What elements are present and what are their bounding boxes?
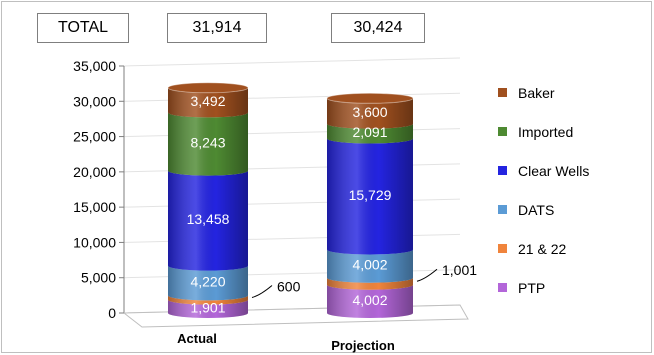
legend-item: Clear Wells xyxy=(498,163,589,179)
y-axis-ticks: 0 5,000 10,000 15,000 20,000 25,000 30,000 35,0… xyxy=(73,58,124,321)
bar-segment-shading xyxy=(327,138,413,255)
legend-label: 21 & 22 xyxy=(518,241,566,257)
bar-segment-shading xyxy=(327,284,413,318)
y-tick-label: 25,000 xyxy=(73,129,116,145)
bar-segment-shading xyxy=(168,112,248,176)
data-label: 4,002 xyxy=(352,292,387,308)
bar-segment-shading xyxy=(327,249,413,283)
bar-segment xyxy=(327,284,413,318)
bar-segment xyxy=(327,138,413,255)
category-label: Actual xyxy=(177,331,217,346)
legend-label: Baker xyxy=(518,85,555,101)
bar-segment-shading xyxy=(327,277,413,290)
data-label: 600 xyxy=(277,278,301,294)
legend: Baker Imported Clear Wells DATS 21 & 22 PTP xyxy=(498,85,589,296)
bar-segment xyxy=(168,299,248,318)
bar-segment xyxy=(327,123,413,144)
bar-segment-shading xyxy=(168,265,248,301)
y-tick-label: 20,000 xyxy=(73,164,116,180)
y-tick-label: 15,000 xyxy=(73,199,116,215)
total-projection-box: 30,424 xyxy=(331,13,425,43)
leader-line xyxy=(251,285,273,298)
bar-segment xyxy=(326,92,414,129)
data-label: 3,600 xyxy=(352,104,387,120)
bar-segment-shading xyxy=(168,295,248,305)
bar-segment xyxy=(167,82,249,118)
chart-bars xyxy=(167,82,414,318)
y-tick-label: 10,000 xyxy=(73,234,116,250)
bar-segment xyxy=(168,170,248,271)
y-tick-label: 0 xyxy=(108,305,116,321)
category-label: Projection xyxy=(331,338,395,353)
bar-segment xyxy=(327,277,413,290)
y-tick-label: 30,000 xyxy=(73,93,116,109)
y-tick-label: 5,000 xyxy=(81,270,116,286)
data-label: 1,001 xyxy=(442,262,477,278)
legend-item: 21 & 22 xyxy=(498,241,566,257)
bar-top-cap xyxy=(326,92,414,104)
legend-swatch xyxy=(498,205,507,214)
legend-item: DATS xyxy=(498,202,554,218)
legend-label: DATS xyxy=(518,202,554,218)
bar-segment xyxy=(168,112,248,176)
bar-segment-shading xyxy=(168,299,248,318)
data-label: 13,458 xyxy=(187,211,230,227)
data-label: 15,729 xyxy=(349,187,392,203)
total-projection-value: 30,424 xyxy=(353,19,403,36)
total-actual-box: 31,914 xyxy=(167,13,267,43)
bar-segment-shading xyxy=(327,98,413,129)
legend-swatch xyxy=(498,127,507,136)
data-label: 1,901 xyxy=(190,299,225,315)
total-actual-value: 31,914 xyxy=(192,19,242,36)
legend-swatch xyxy=(498,283,507,292)
legend-item: PTP xyxy=(498,280,545,296)
data-labels: 1,901 600 4,220 13,458 8,243 3,492 4,002 1,001 4… xyxy=(187,93,478,315)
bar-segment xyxy=(168,265,248,301)
bar-segment xyxy=(168,295,248,305)
leader-line xyxy=(416,268,438,282)
bar-segment-shading xyxy=(327,123,413,144)
data-label: 4,002 xyxy=(352,257,387,273)
data-label: 4,220 xyxy=(190,273,225,289)
data-label: 2,091 xyxy=(352,124,387,140)
legend-item: Imported xyxy=(498,124,573,140)
bar-segment xyxy=(327,249,413,283)
total-label-box: TOTAL xyxy=(37,13,129,43)
y-tick-label: 35,000 xyxy=(73,58,116,74)
legend-label: Imported xyxy=(518,124,573,140)
bar-segment-shading xyxy=(168,87,248,118)
category-labels: Actual Projection xyxy=(177,331,395,353)
bar-top-cap xyxy=(167,82,249,94)
legend-label: Clear Wells xyxy=(518,163,589,179)
legend-label: PTP xyxy=(518,280,545,296)
data-label: 8,243 xyxy=(190,135,225,151)
total-label: TOTAL xyxy=(57,19,109,36)
legend-swatch xyxy=(498,244,507,253)
legend-item: Baker xyxy=(498,85,555,101)
gridline xyxy=(123,57,461,67)
legend-swatch xyxy=(498,88,507,97)
legend-swatch xyxy=(498,166,507,175)
bar-segment-shading xyxy=(168,170,248,271)
data-label: 3,492 xyxy=(190,93,225,109)
